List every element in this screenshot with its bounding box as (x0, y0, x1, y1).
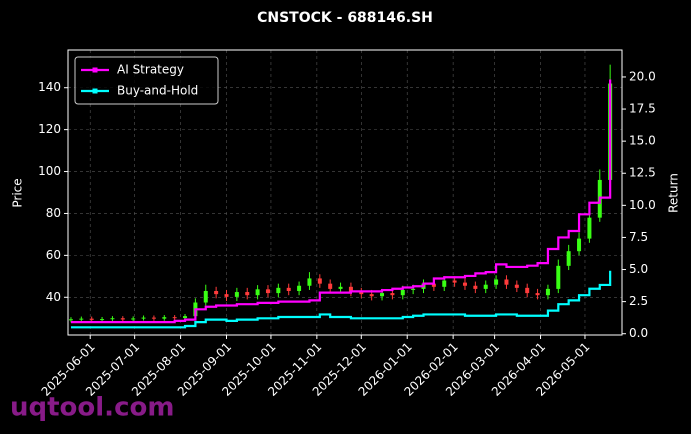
candle-body (473, 285, 478, 289)
legend: AI Strategy Buy-and-Hold (74, 56, 219, 105)
y2-tick-label: 20.0 (629, 69, 656, 83)
candle-body (100, 319, 105, 321)
candle-body (462, 282, 467, 286)
candle-body (255, 289, 260, 296)
y2-tick-label: 17.5 (629, 102, 656, 116)
candle-body (380, 293, 385, 297)
candle-body (203, 290, 208, 303)
y2-tick-label: 2.5 (629, 294, 648, 308)
y2-tick-label: 0.0 (629, 326, 648, 340)
y-tick-label: 120 (38, 122, 61, 136)
candle-body (369, 294, 374, 297)
y2-tick-label: 7.5 (629, 230, 648, 244)
candle-body (79, 318, 84, 320)
candle-body (390, 293, 395, 296)
y2-tick-label: 10.0 (629, 198, 656, 212)
candle-body (348, 286, 353, 293)
y2-axis-label: Return (667, 173, 681, 213)
candle-body (442, 280, 447, 287)
candle-body (545, 288, 550, 296)
candle-body (183, 316, 188, 319)
legend-label: AI Strategy (117, 63, 184, 77)
y-tick-label: 80 (46, 206, 61, 220)
plot-frame (67, 49, 623, 336)
candle-body (431, 283, 436, 287)
y2-tick-label: 12.5 (629, 166, 656, 180)
candle-body (525, 287, 530, 294)
candle-body (172, 317, 177, 319)
y-tick-label: 140 (38, 80, 61, 94)
candle-body (224, 294, 229, 297)
candle-body (587, 217, 592, 239)
candle-body (535, 293, 540, 296)
candle-body (514, 284, 519, 288)
candle-body (307, 278, 312, 286)
candle-body (338, 286, 343, 289)
candle-body (577, 238, 582, 252)
y2-tick-label: 5.0 (629, 262, 648, 276)
candle-body (110, 318, 115, 320)
candle-body (400, 289, 405, 296)
y-axis-label: Price (11, 178, 25, 207)
y-tick-label: 40 (46, 290, 61, 304)
watermark: uqtool.com (10, 393, 174, 423)
candle-body (566, 251, 571, 266)
y-tick-label: 60 (46, 248, 61, 262)
candle-body (68, 319, 73, 321)
candle-body (504, 279, 509, 285)
candle-body (556, 265, 561, 289)
candle-body (120, 318, 125, 320)
candle-body (151, 317, 156, 319)
candle-body (141, 317, 146, 319)
candle-body (234, 292, 239, 297)
candle-body (483, 284, 488, 289)
y-tick-label: 100 (38, 164, 61, 178)
candle-body (297, 285, 302, 291)
chart-title: CNSTOCK - 688146.SH (257, 10, 433, 26)
return-line (70, 270, 612, 329)
candle-body (411, 288, 416, 290)
candle-body (89, 318, 94, 320)
candle-body (359, 292, 364, 295)
candle-body (162, 317, 167, 319)
legend-marker (92, 67, 98, 73)
return-line (70, 79, 612, 324)
legend-box (74, 56, 219, 105)
candle-body (276, 287, 281, 294)
candle-body (328, 283, 333, 289)
candle-body (452, 280, 457, 283)
candle-body (214, 290, 219, 295)
candle-body (317, 278, 322, 284)
candle-body (286, 287, 291, 291)
candle-body (245, 292, 250, 296)
legend-marker (92, 88, 98, 94)
candle-body (131, 318, 136, 320)
y2-tick-label: 15.0 (629, 134, 656, 148)
candle-body (265, 289, 270, 294)
legend-label: Buy-and-Hold (117, 84, 198, 98)
candle-body (494, 279, 499, 285)
